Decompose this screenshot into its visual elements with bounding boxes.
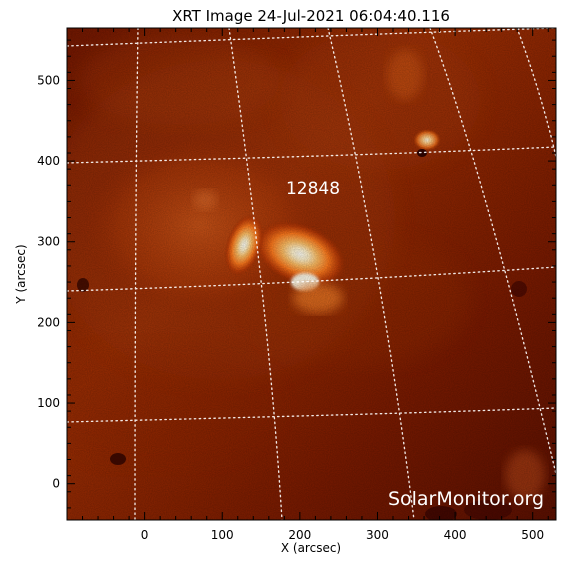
latitude-grid-line-upper bbox=[67, 28, 556, 47]
x-tick-label-400: 400 bbox=[444, 528, 467, 542]
y-tick-label-500: 500 bbox=[37, 73, 60, 87]
latitude-grid-line-middle bbox=[67, 266, 556, 292]
x-tick-label-100: 100 bbox=[211, 528, 234, 542]
longitude-grid-line-1 bbox=[134, 28, 139, 520]
y-tick-label-200: 200 bbox=[37, 315, 60, 329]
axis-tick-marks-and-labels: 0 100 200 300 400 500 0 100 200 300 400 500 bbox=[37, 28, 556, 542]
x-tick-label-300: 300 bbox=[366, 528, 389, 542]
y-tick-label-0: 0 bbox=[52, 477, 60, 491]
latitude-grid-line-lower bbox=[67, 407, 556, 423]
longitude-grid-line-5 bbox=[516, 28, 556, 158]
plot-border bbox=[66, 27, 557, 521]
heliographic-grid bbox=[67, 28, 556, 520]
solarmonitor-watermark: SolarMonitor.org bbox=[388, 488, 544, 510]
x-axis-label: X (arcsec) bbox=[281, 541, 341, 555]
x-tick-label-500: 500 bbox=[521, 528, 544, 542]
y-axis-label: Y (arcsec) bbox=[14, 244, 28, 304]
x-tick-label-200: 200 bbox=[288, 528, 311, 542]
plot-title: XRT Image 24-Jul-2021 06:04:40.116 bbox=[172, 7, 450, 25]
x-tick-label-0: 0 bbox=[141, 528, 149, 542]
y-tick-label-400: 400 bbox=[37, 154, 60, 168]
active-region-label: 12848 bbox=[286, 179, 340, 199]
longitude-grid-line-2 bbox=[228, 28, 283, 520]
y-tick-label-100: 100 bbox=[37, 396, 60, 410]
y-tick-label-300: 300 bbox=[37, 235, 60, 249]
latitude-grid-line-middle-upper bbox=[67, 146, 556, 164]
xray-solar-image bbox=[67, 28, 556, 520]
image-grain-texture bbox=[67, 28, 556, 520]
longitude-grid-line-3 bbox=[327, 28, 415, 520]
